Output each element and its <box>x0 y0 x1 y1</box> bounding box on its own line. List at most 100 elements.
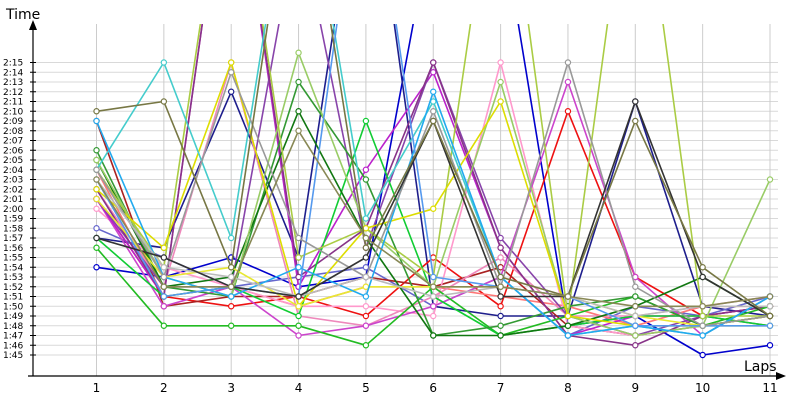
y-tick-label: 2:03 <box>3 176 23 186</box>
data-point <box>632 303 639 310</box>
data-point <box>564 108 572 115</box>
data-point <box>295 108 302 115</box>
data-point <box>497 59 504 66</box>
data-point <box>93 244 100 251</box>
data-point <box>430 303 437 310</box>
data-point <box>295 322 302 329</box>
data-point <box>362 303 370 310</box>
data-point <box>160 59 168 66</box>
y-tick-label: 2:02 <box>3 185 23 195</box>
y-tick-label: 1:56 <box>3 244 23 254</box>
data-point <box>160 254 168 261</box>
x-axis-arrow <box>776 372 786 380</box>
data-point <box>93 147 100 154</box>
data-point <box>632 312 639 320</box>
data-point <box>93 264 100 271</box>
data-point <box>295 49 302 56</box>
y-axis-arrow <box>29 20 37 30</box>
data-point <box>93 156 100 164</box>
data-point <box>497 293 504 300</box>
data-point <box>632 342 639 349</box>
data-point <box>227 264 235 271</box>
data-point <box>430 59 437 66</box>
y-tick-label: 2:04 <box>3 166 23 176</box>
data-point <box>699 264 706 271</box>
y-tick-label: 1:49 <box>3 312 23 322</box>
y-tick-label: 1:55 <box>3 254 23 264</box>
data-point <box>160 98 168 105</box>
data-point <box>295 312 302 320</box>
y-tick-label: 2:12 <box>3 88 23 98</box>
data-point <box>430 205 437 212</box>
x-tick-label: 8 <box>564 381 572 395</box>
y-tick-label: 1:51 <box>3 293 23 303</box>
data-point <box>564 293 572 300</box>
data-point <box>295 293 302 300</box>
data-point <box>295 264 302 271</box>
data-point <box>93 176 100 183</box>
data-point <box>295 303 302 310</box>
data-point <box>430 312 437 320</box>
data-point <box>362 322 370 329</box>
y-tick-labels: 1:451:461:471:481:491:501:511:521:531:54… <box>3 59 36 361</box>
x-tick-label: 7 <box>497 381 505 395</box>
data-point <box>497 234 504 242</box>
data-point <box>362 293 370 300</box>
data-point <box>227 59 235 66</box>
data-point <box>227 273 235 281</box>
data-point <box>699 312 706 320</box>
data-point <box>227 303 235 310</box>
y-axis-title: Time <box>5 7 40 23</box>
data-point <box>362 166 370 173</box>
y-tick-label: 2:11 <box>3 98 23 108</box>
data-point <box>430 69 437 76</box>
x-tick-label: 4 <box>295 381 303 395</box>
data-point <box>632 283 639 290</box>
y-tick-label: 1:48 <box>3 322 23 332</box>
data-point <box>766 176 774 183</box>
data-point <box>227 293 235 300</box>
y-tick-label: 1:58 <box>3 224 23 234</box>
y-tick-label: 2:00 <box>3 205 23 215</box>
y-tick-label: 1:57 <box>3 234 23 244</box>
data-point <box>93 108 100 115</box>
data-point <box>362 234 370 242</box>
x-axis-title: Laps <box>744 359 777 375</box>
data-point <box>564 322 572 329</box>
data-point <box>430 283 437 290</box>
data-point <box>564 59 572 66</box>
data-point <box>497 98 504 105</box>
data-point <box>766 312 774 320</box>
x-tick-label: 2 <box>160 381 168 395</box>
data-point <box>430 293 437 300</box>
data-point <box>699 322 706 329</box>
y-tick-label: 1:53 <box>3 273 23 283</box>
y-tick-label: 1:59 <box>3 215 23 225</box>
data-point <box>227 322 235 329</box>
data-point <box>430 273 437 281</box>
data-point <box>227 88 235 95</box>
y-tick-label: 1:45 <box>3 351 23 361</box>
data-point <box>497 264 504 271</box>
data-point <box>295 78 302 86</box>
axes <box>28 20 786 380</box>
y-tick-label: 2:14 <box>3 68 23 78</box>
x-tick-labels: 1 2 3 4 5 6 7 8 9 10 11 <box>93 381 778 395</box>
data-point <box>160 283 168 290</box>
grid-lines <box>33 24 778 376</box>
data-point <box>497 332 504 339</box>
y-tick-label: 2:13 <box>3 78 23 88</box>
data-point <box>362 215 370 222</box>
data-point <box>632 117 639 125</box>
y-tick-label: 1:46 <box>3 341 23 351</box>
data-point <box>497 283 504 290</box>
x-tick-label: 11 <box>762 381 777 395</box>
data-point <box>93 166 100 173</box>
data-point <box>632 332 639 339</box>
data-point <box>497 244 504 251</box>
data-point <box>497 78 504 86</box>
data-point <box>93 117 100 125</box>
y-tick-label: 2:07 <box>3 137 23 147</box>
y-tick-label: 1:54 <box>3 263 23 273</box>
